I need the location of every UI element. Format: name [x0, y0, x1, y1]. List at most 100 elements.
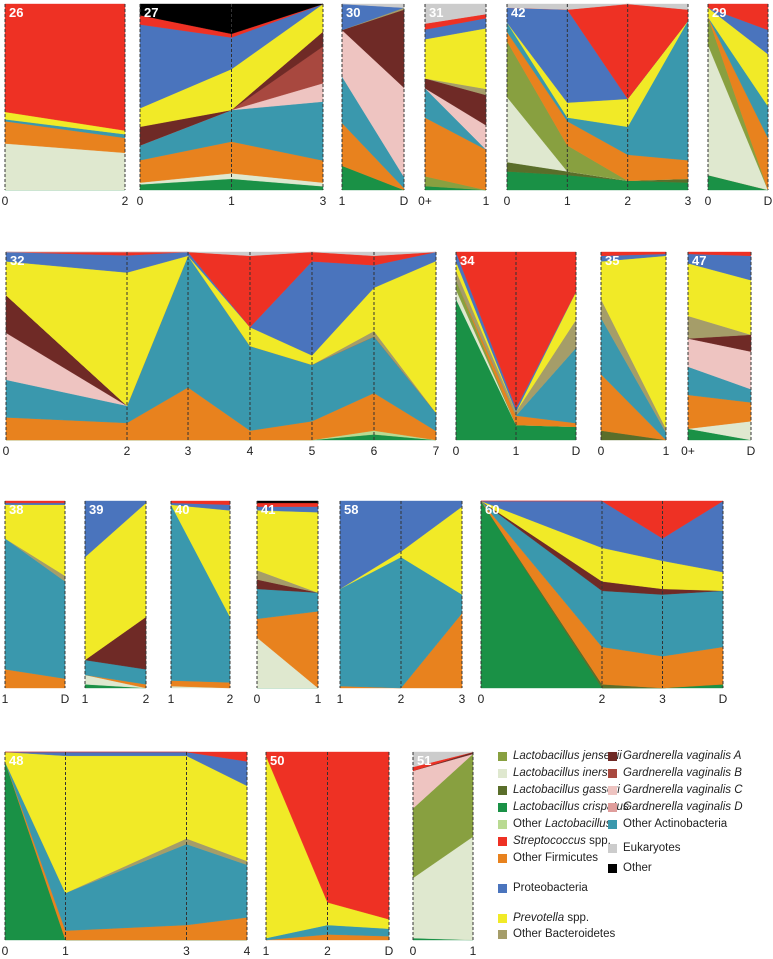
- legend-label-oa: Other Actinobacteria: [623, 818, 728, 830]
- panel-42: 42 0 1 2 3: [504, 3, 692, 208]
- legend-label-lg: Lactobacillus gasseri: [513, 784, 620, 796]
- x-tick-26-0: 0: [2, 194, 9, 208]
- legend-item-ga: Gardnerella vaginalis A: [608, 750, 741, 763]
- legend-swatch-oa: [608, 820, 617, 829]
- area-48-st: [5, 751, 248, 762]
- legend-swatch-of: [498, 854, 507, 863]
- panel-51: 51 0 1: [410, 751, 477, 958]
- legend-label-li: Lactobacillus iners: [513, 767, 608, 779]
- x-tick-40-0: 1: [168, 692, 175, 706]
- legend-label-pv: Prevotella spp.: [513, 912, 590, 924]
- legend-label-ob: Other Bacteroidetes: [513, 928, 616, 940]
- legend-item-gc: Gardnerella vaginalis C: [608, 784, 743, 797]
- x-tick-31-0: 0+: [418, 194, 432, 208]
- panel-label-41: 41: [261, 502, 275, 517]
- x-tick-60-3: D: [719, 692, 728, 706]
- legend-item-pv: Prevotella spp.: [498, 912, 589, 925]
- legend-item-lg: Lactobacillus gasseri: [498, 784, 620, 797]
- x-tick-39-1: 2: [143, 692, 150, 706]
- panel-label-34: 34: [460, 253, 475, 268]
- legend-swatch-gd: [608, 803, 617, 812]
- legend-label-ga: Gardnerella vaginalis A: [623, 750, 742, 762]
- x-tick-32-6: 7: [433, 444, 440, 458]
- area-27-ot: [139, 3, 324, 35]
- legend-swatch-ob: [498, 930, 507, 939]
- legend-swatch-lj: [498, 752, 507, 761]
- panel-label-29: 29: [712, 5, 726, 20]
- x-tick-30-1: D: [400, 194, 409, 208]
- panel-48: 48 0 1 3 4: [2, 751, 251, 958]
- x-tick-38-0: 1: [2, 692, 9, 706]
- x-tick-48-2: 3: [183, 944, 190, 958]
- panel-34: 34 0 1 D: [453, 251, 581, 458]
- panel-41: 41 0 1: [254, 500, 322, 706]
- x-tick-50-1: 2: [324, 944, 331, 958]
- legend-swatch-lc: [498, 803, 507, 812]
- x-tick-29-0: 0: [705, 194, 712, 208]
- legend-swatch-eu: [608, 844, 617, 853]
- panel-31: 31 0+ 1: [418, 3, 490, 208]
- x-tick-41-0: 0: [254, 692, 261, 706]
- legend-swatch-ot: [608, 864, 617, 873]
- x-tick-26-1: 2: [122, 194, 129, 208]
- legend-swatch-ga: [608, 752, 617, 761]
- panel-label-50: 50: [270, 753, 284, 768]
- legend-swatch-gb: [608, 769, 617, 778]
- panel-label-30: 30: [346, 5, 360, 20]
- x-tick-39-0: 1: [82, 692, 89, 706]
- x-tick-41-1: 1: [315, 692, 322, 706]
- legend-item-ot: Other: [608, 862, 652, 875]
- panel-label-48: 48: [9, 753, 23, 768]
- panel-label-31: 31: [429, 5, 443, 20]
- legend-label-ot: Other: [623, 862, 652, 874]
- panel-label-32: 32: [10, 253, 24, 268]
- x-tick-30-0: 1: [339, 194, 346, 208]
- legend-item-gb: Gardnerella vaginalis B: [608, 767, 742, 780]
- legend-item-oa: Other Actinobacteria: [608, 818, 727, 831]
- panel-32: 32 0 2 3 4 5 6 7: [3, 251, 440, 458]
- x-tick-42-2: 2: [624, 194, 631, 208]
- legend-swatch-pr: [498, 884, 507, 893]
- panel-58: 58 1 2 3: [337, 500, 466, 706]
- panel-label-26: 26: [9, 5, 23, 20]
- legend-swatch-li: [498, 769, 507, 778]
- x-tick-48-1: 1: [62, 944, 69, 958]
- area-26-st: [4, 3, 126, 131]
- panel-label-42: 42: [511, 5, 525, 20]
- x-tick-27-0: 0: [137, 194, 144, 208]
- x-tick-32-2: 3: [185, 444, 192, 458]
- x-tick-32-3: 4: [247, 444, 254, 458]
- panel-label-39: 39: [89, 502, 103, 517]
- panel-label-38: 38: [9, 502, 23, 517]
- x-tick-60-2: 3: [659, 692, 666, 706]
- x-tick-50-2: D: [385, 944, 394, 958]
- legend-item-lj: Lactobacillus jensenii: [498, 750, 622, 763]
- legend-swatch-ol: [498, 820, 507, 829]
- panel-label-51: 51: [417, 753, 431, 768]
- x-tick-35-0: 0: [598, 444, 605, 458]
- x-tick-27-2: 3: [320, 194, 327, 208]
- legend-label-lc: Lactobacillus crispatus: [513, 801, 629, 813]
- legend-label-gd: Gardnerella vaginalis D: [623, 801, 743, 813]
- panel-47: 47 0+ D: [681, 251, 756, 458]
- legend-label-lj: Lactobacillus jensenii: [513, 750, 622, 762]
- panel-label-27: 27: [144, 5, 158, 20]
- panel-40: 40 1 2: [168, 500, 234, 706]
- legend-item-pr: Proteobacteria: [498, 882, 588, 895]
- panel-label-60: 60: [485, 502, 499, 517]
- legend-label-of: Other Firmicutes: [513, 852, 598, 864]
- legend-swatch-pv: [498, 914, 507, 923]
- x-tick-47-1: D: [747, 444, 756, 458]
- x-tick-34-0: 0: [453, 444, 460, 458]
- x-tick-34-2: D: [572, 444, 581, 458]
- legend-item-eu: Eukaryotes: [608, 842, 681, 855]
- panel-30: 30 1 D: [339, 3, 409, 208]
- x-tick-40-1: 2: [227, 692, 234, 706]
- legend-swatch-gc: [608, 786, 617, 795]
- legend-label-st: Streptococcus spp.: [513, 835, 611, 847]
- x-tick-38-1: D: [61, 692, 70, 706]
- x-tick-60-1: 2: [599, 692, 606, 706]
- legend-item-lc: Lactobacillus crispatus: [498, 801, 629, 814]
- legend-item-gd: Gardnerella vaginalis D: [608, 801, 743, 814]
- panel-26: 26 0 2: [2, 3, 129, 208]
